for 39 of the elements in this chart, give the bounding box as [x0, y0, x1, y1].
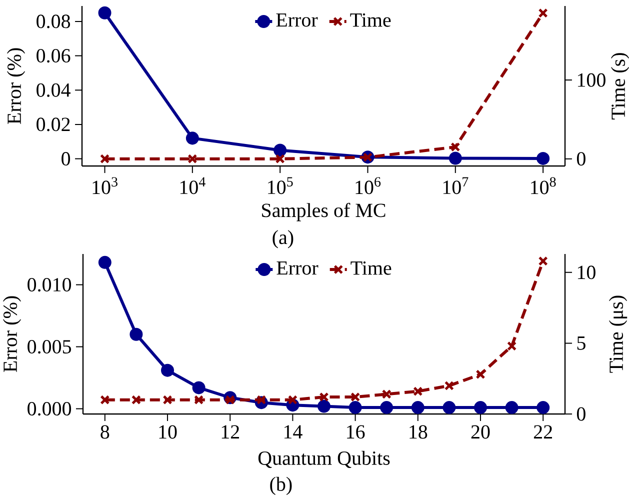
- legend-label: Time: [350, 261, 392, 275]
- y-tick-label: 0.08: [36, 14, 70, 28]
- text: (a): [272, 230, 294, 248]
- text: (b): [270, 476, 292, 495]
- y-tick-label: 0.04: [36, 83, 70, 97]
- y2-tick-label: 10: [578, 266, 596, 280]
- y-tick-label: 0.06: [36, 48, 70, 63]
- x-axis-title: Quantum Qubits: [258, 450, 390, 468]
- y-tick-label: 0.02: [36, 118, 70, 132]
- y-tick-label: 0.000: [28, 402, 72, 416]
- legend-label: Error: [276, 13, 318, 27]
- x-tick-label: 10$^{7}$: [443, 177, 468, 194]
- x-tick-label: 10$^{5}$: [268, 177, 293, 194]
- x-tick-label: 18: [410, 425, 428, 439]
- y-tick-label: 0.010: [28, 278, 72, 292]
- legend-label: Error: [276, 261, 318, 275]
- y2-axis-title: Time (s): [610, 53, 629, 120]
- x-tick-label: 8: [100, 425, 110, 439]
- y2-axis-title: Time (μs): [608, 296, 628, 373]
- x-tick-label: 10$^{6}$: [356, 177, 381, 194]
- y-axis-title: Error (%): [2, 296, 22, 372]
- x-axis-title: Samples of MC: [262, 202, 386, 222]
- x-tick-label: 20: [471, 425, 490, 439]
- y2-tick-label: 5: [577, 336, 586, 350]
- y2-tick-label: 0: [576, 152, 586, 166]
- x-tick-label: 10: [159, 425, 177, 439]
- y-axis-title: Error (%): [6, 48, 26, 124]
- x-tick-label: 10$^{3}$: [92, 177, 118, 194]
- y-tick-label: 0: [62, 152, 70, 166]
- x-tick-label: 12: [222, 425, 239, 438]
- legend-label: Time: [350, 13, 391, 27]
- x-tick-label: 10$^{4}$: [180, 177, 206, 194]
- y-tick-label: 0.005: [28, 340, 72, 354]
- x-tick-label: 16: [347, 425, 365, 439]
- y2-tick-label: 100: [578, 73, 606, 87]
- y2-tick-label: 0: [576, 407, 586, 421]
- x-tick-label: 22: [534, 425, 552, 438]
- x-tick-label: 10$^{8}$: [531, 177, 556, 194]
- x-tick-label: 14: [284, 425, 302, 438]
